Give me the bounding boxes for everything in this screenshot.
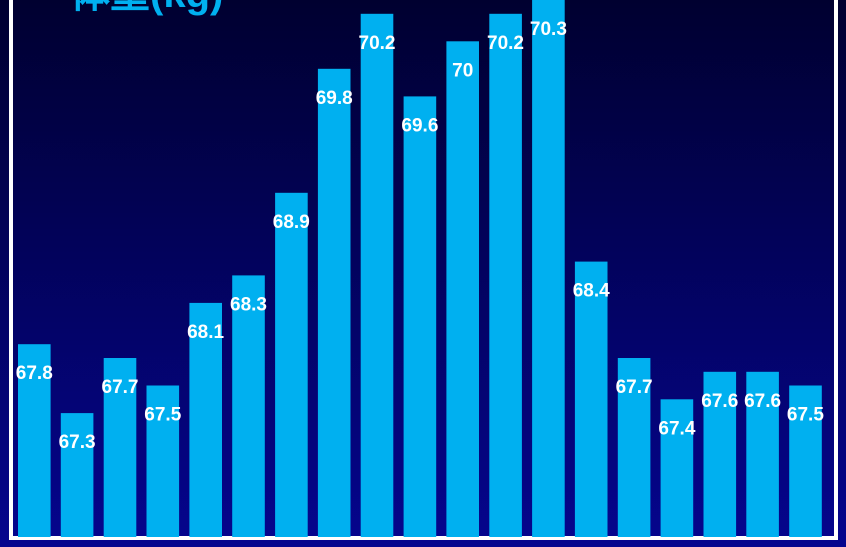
bar-13 bbox=[532, 0, 565, 537]
bar-10 bbox=[403, 96, 437, 538]
bar-9 bbox=[360, 13, 394, 538]
bar-6 bbox=[232, 275, 265, 537]
data-label-11: 70 bbox=[452, 60, 473, 81]
bar-16 bbox=[660, 399, 694, 537]
bar-12 bbox=[489, 13, 522, 538]
bar-14 bbox=[574, 261, 608, 537]
bar-17 bbox=[703, 371, 737, 537]
bar-11 bbox=[446, 41, 479, 538]
bar-8 bbox=[317, 68, 351, 538]
data-label-7: 68.9 bbox=[273, 212, 310, 233]
data-label-12: 70.2 bbox=[487, 33, 524, 54]
data-label-8: 69.8 bbox=[316, 88, 353, 109]
data-label-9: 70.2 bbox=[359, 33, 396, 54]
bar-2 bbox=[60, 413, 94, 537]
data-label-14: 68.4 bbox=[573, 281, 610, 302]
data-label-4: 67.5 bbox=[144, 405, 181, 426]
data-label-1: 67.8 bbox=[16, 363, 53, 384]
data-label-15: 67.7 bbox=[616, 377, 653, 398]
data-label-3: 67.7 bbox=[102, 377, 139, 398]
bar-3 bbox=[103, 358, 137, 537]
data-label-16: 67.4 bbox=[658, 418, 695, 439]
data-label-2: 67.3 bbox=[59, 432, 96, 453]
bar-1 bbox=[18, 344, 51, 537]
bars-layer bbox=[18, 0, 822, 538]
bar-4 bbox=[146, 385, 180, 537]
data-label-13: 70.3 bbox=[530, 19, 567, 40]
data-label-18: 67.6 bbox=[744, 391, 781, 412]
bar-18 bbox=[746, 371, 779, 537]
data-label-10: 69.6 bbox=[401, 115, 438, 136]
data-labels-layer: 67.867.367.767.568.168.368.969.870.269.6… bbox=[16, 19, 825, 453]
bar-15 bbox=[617, 358, 651, 537]
data-label-6: 68.3 bbox=[230, 294, 267, 315]
chart-title: 体重(kg) bbox=[70, 0, 223, 16]
bar-7 bbox=[275, 192, 308, 538]
data-label-5: 68.1 bbox=[187, 322, 224, 343]
plot-frame bbox=[9, 0, 838, 540]
data-label-19: 67.5 bbox=[787, 405, 824, 426]
bar-5 bbox=[189, 302, 222, 537]
bar-19 bbox=[789, 385, 822, 537]
data-label-17: 67.6 bbox=[701, 391, 738, 412]
